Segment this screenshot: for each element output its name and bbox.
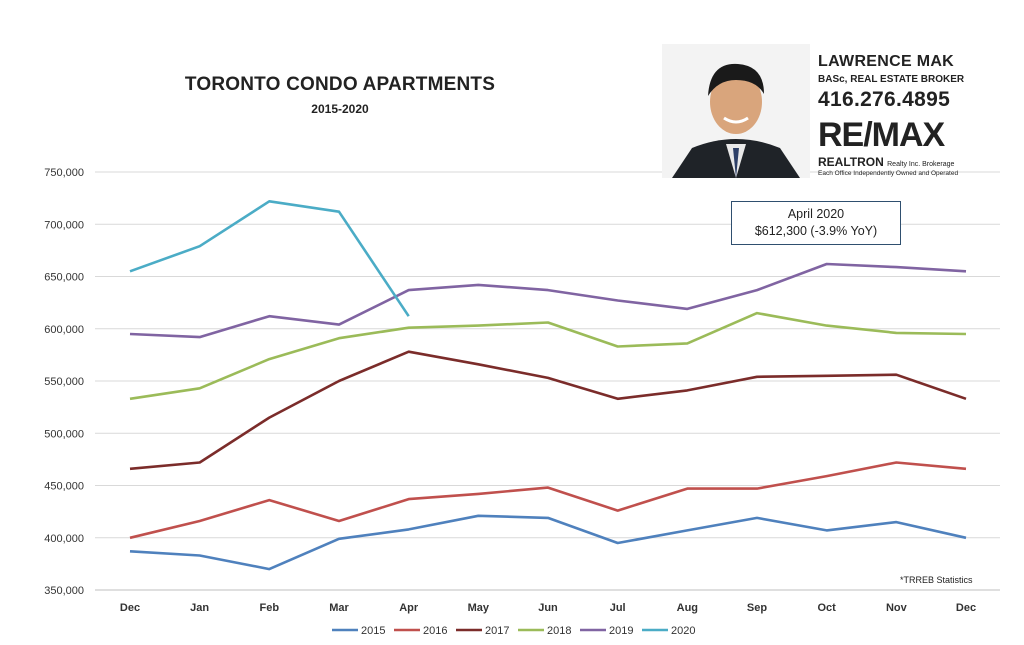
series-line-2016	[129, 461, 967, 540]
series-line-2015	[129, 514, 967, 571]
legend-label: 2017	[485, 625, 509, 637]
x-tick-label: Apr	[399, 602, 419, 614]
x-tick-label: Nov	[886, 602, 908, 614]
y-tick-label: 650,000	[44, 272, 84, 284]
y-tick-label: 500,000	[44, 428, 84, 440]
brokerage-name: REALTRON Realty Inc. Brokerage	[818, 155, 954, 169]
legend-label: 2018	[547, 625, 571, 637]
y-tick-label: 350,000	[44, 585, 84, 597]
agent-credentials: BASc, REAL ESTATE BROKER	[818, 74, 965, 85]
x-tick-label: Jan	[190, 602, 209, 614]
agent-banner: LAWRENCE MAK BASc, REAL ESTATE BROKER 41…	[662, 34, 982, 180]
y-axis-ticks: 350,000 400,000 450,000 500,000 550,000 600,0…	[44, 167, 84, 597]
legend-label: 2016	[423, 625, 447, 637]
source-note: *TRREB Statistics	[900, 575, 973, 585]
agent-phone: 416.276.4895	[818, 88, 951, 111]
series-lines	[129, 200, 967, 571]
x-tick-label: Mar	[329, 602, 349, 614]
x-tick-label: Oct	[817, 602, 836, 614]
agent-photo	[662, 44, 810, 178]
x-tick-label: Feb	[260, 602, 280, 614]
chart-title: TORONTO CONDO APARTMENTS	[184, 74, 496, 95]
y-tick-label: 400,000	[44, 533, 84, 545]
annotation-callout: April 2020 $612,300 (-3.9% YoY)	[731, 201, 901, 245]
series-line-2017	[129, 350, 967, 471]
annotation-line-1: April 2020	[787, 207, 845, 221]
series-line-2019	[129, 262, 967, 339]
x-axis-ticks: Dec Jan Feb Mar Apr May Jun Jul Aug Sep Oct Nov Dec	[120, 602, 976, 614]
y-tick-label: 450,000	[44, 481, 84, 493]
series-line-2018	[129, 311, 967, 401]
remax-logo: RE/MAX	[818, 116, 945, 154]
legend-label: 2020	[671, 625, 695, 637]
x-tick-label: May	[468, 602, 490, 614]
annotation-line-2: $612,300 (-3.9% YoY)	[754, 224, 878, 238]
brokerage-suffix: Realty Inc. Brokerage	[887, 161, 955, 168]
office-note: Each Office Independently Owned and Oper…	[818, 170, 959, 177]
x-tick-label: Jun	[538, 602, 558, 614]
x-tick-label: Sep	[747, 602, 767, 614]
legend-label: 2019	[609, 625, 633, 637]
x-tick-label: Dec	[956, 602, 976, 614]
y-tick-label: 700,000	[44, 219, 84, 231]
y-tick-label: 600,000	[44, 324, 84, 336]
x-tick-label: Jul	[610, 602, 626, 614]
y-tick-label: 750,000	[44, 167, 84, 179]
brokerage-label: REALTRON	[818, 155, 884, 169]
series-line-2020	[129, 200, 410, 317]
legend-label: 2015	[361, 625, 385, 637]
x-tick-label: Aug	[677, 602, 698, 614]
chart-subtitle: 2015-2020	[311, 102, 369, 116]
y-tick-label: 550,000	[44, 376, 84, 388]
legend: 2015 2016 2017 2018 2019 2020	[332, 625, 695, 637]
agent-name: LAWRENCE MAK	[818, 53, 955, 70]
x-tick-label: Dec	[120, 602, 140, 614]
